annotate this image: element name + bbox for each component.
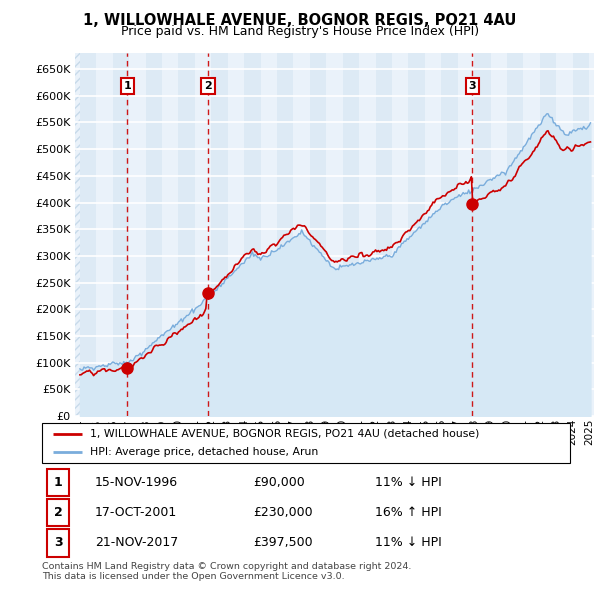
- Bar: [540, 53, 556, 416]
- Bar: [97, 53, 113, 416]
- Bar: [343, 53, 359, 416]
- Bar: [293, 53, 310, 416]
- Bar: [572, 53, 589, 416]
- FancyBboxPatch shape: [47, 469, 70, 496]
- Bar: [277, 53, 293, 416]
- Bar: [64, 53, 80, 416]
- Text: HPI: Average price, detached house, Arun: HPI: Average price, detached house, Arun: [89, 447, 318, 457]
- Bar: [458, 53, 474, 416]
- Bar: [507, 53, 523, 416]
- Bar: [75, 53, 80, 416]
- FancyBboxPatch shape: [47, 499, 70, 526]
- Text: 17-OCT-2001: 17-OCT-2001: [95, 506, 177, 519]
- Bar: [260, 53, 277, 416]
- Bar: [146, 53, 162, 416]
- Bar: [310, 53, 326, 416]
- Text: 1, WILLOWHALE AVENUE, BOGNOR REGIS, PO21 4AU (detached house): 1, WILLOWHALE AVENUE, BOGNOR REGIS, PO21…: [89, 429, 479, 439]
- Bar: [162, 53, 178, 416]
- Bar: [376, 53, 392, 416]
- Bar: [409, 53, 425, 416]
- Text: £230,000: £230,000: [253, 506, 313, 519]
- Text: 11% ↓ HPI: 11% ↓ HPI: [374, 476, 442, 489]
- Text: Price paid vs. HM Land Registry's House Price Index (HPI): Price paid vs. HM Land Registry's House …: [121, 25, 479, 38]
- FancyBboxPatch shape: [47, 529, 70, 556]
- Bar: [211, 53, 228, 416]
- Bar: [80, 53, 97, 416]
- Bar: [228, 53, 244, 416]
- Bar: [113, 53, 129, 416]
- Bar: [129, 53, 146, 416]
- Bar: [556, 53, 572, 416]
- Bar: [491, 53, 507, 416]
- Text: 21-NOV-2017: 21-NOV-2017: [95, 536, 178, 549]
- Bar: [244, 53, 260, 416]
- Text: 3: 3: [469, 81, 476, 91]
- Text: 1: 1: [124, 81, 131, 91]
- Bar: [523, 53, 540, 416]
- Bar: [178, 53, 195, 416]
- Text: 1, WILLOWHALE AVENUE, BOGNOR REGIS, PO21 4AU: 1, WILLOWHALE AVENUE, BOGNOR REGIS, PO21…: [83, 13, 517, 28]
- Bar: [425, 53, 441, 416]
- Bar: [392, 53, 409, 416]
- Text: £397,500: £397,500: [253, 536, 313, 549]
- Text: 15-NOV-1996: 15-NOV-1996: [95, 476, 178, 489]
- Bar: [326, 53, 343, 416]
- Text: 2: 2: [204, 81, 212, 91]
- Bar: [441, 53, 458, 416]
- Bar: [359, 53, 376, 416]
- Text: 2: 2: [54, 506, 63, 519]
- Text: £90,000: £90,000: [253, 476, 305, 489]
- Text: 1: 1: [54, 476, 63, 489]
- Bar: [195, 53, 211, 416]
- Text: 3: 3: [54, 536, 62, 549]
- Bar: [589, 53, 600, 416]
- Text: 11% ↓ HPI: 11% ↓ HPI: [374, 536, 442, 549]
- Bar: [75, 53, 80, 416]
- Text: 16% ↑ HPI: 16% ↑ HPI: [374, 506, 442, 519]
- Text: Contains HM Land Registry data © Crown copyright and database right 2024.
This d: Contains HM Land Registry data © Crown c…: [42, 562, 412, 581]
- Bar: [474, 53, 491, 416]
